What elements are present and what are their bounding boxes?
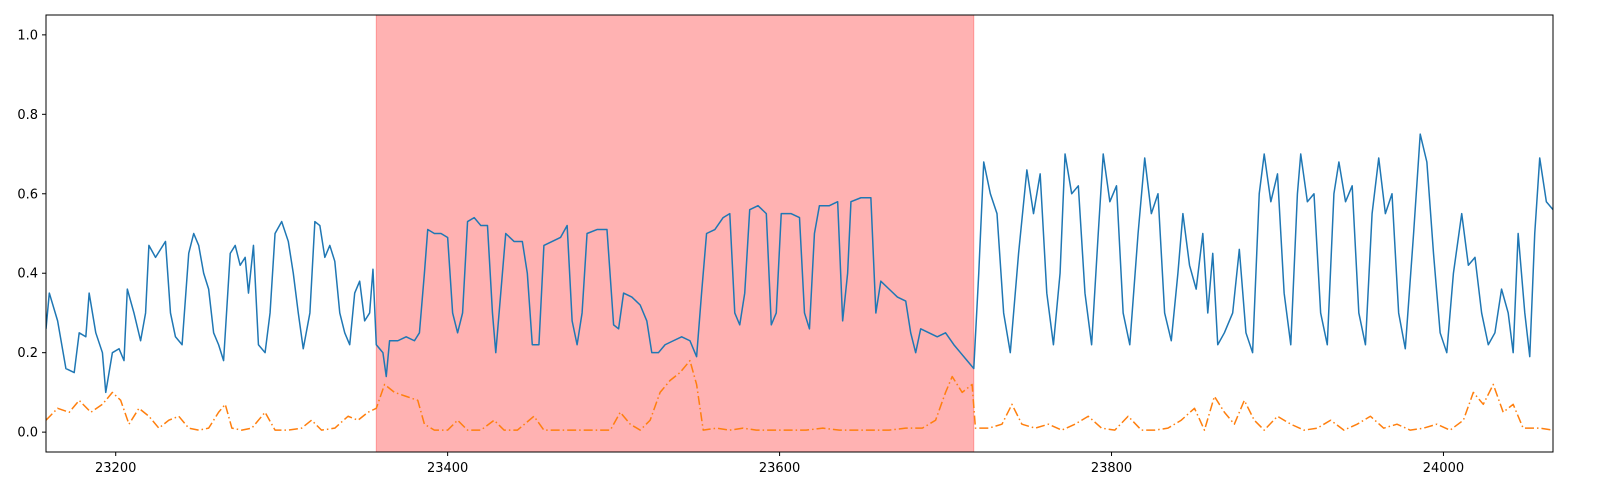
x-tick-label: 24000 (1423, 461, 1464, 476)
y-tick-label: 0.4 (17, 267, 38, 282)
shaded-region (375, 15, 975, 452)
y-tick-label: 0.8 (17, 108, 38, 123)
y-tick-label: 0.2 (17, 346, 38, 361)
x-tick-label: 23800 (1091, 461, 1132, 476)
axes-frame (45, 14, 1554, 453)
x-tick-label: 23600 (759, 461, 800, 476)
series-line (46, 133, 1553, 394)
y-tick-label: 0.6 (17, 187, 38, 202)
y-tick-label: 1.0 (17, 28, 38, 43)
series-line (46, 359, 1553, 431)
y-tick-label: 0.0 (17, 426, 38, 441)
x-tick-label: 23400 (427, 461, 468, 476)
x-tick-label: 23200 (95, 461, 136, 476)
plot-area (46, 15, 1553, 452)
